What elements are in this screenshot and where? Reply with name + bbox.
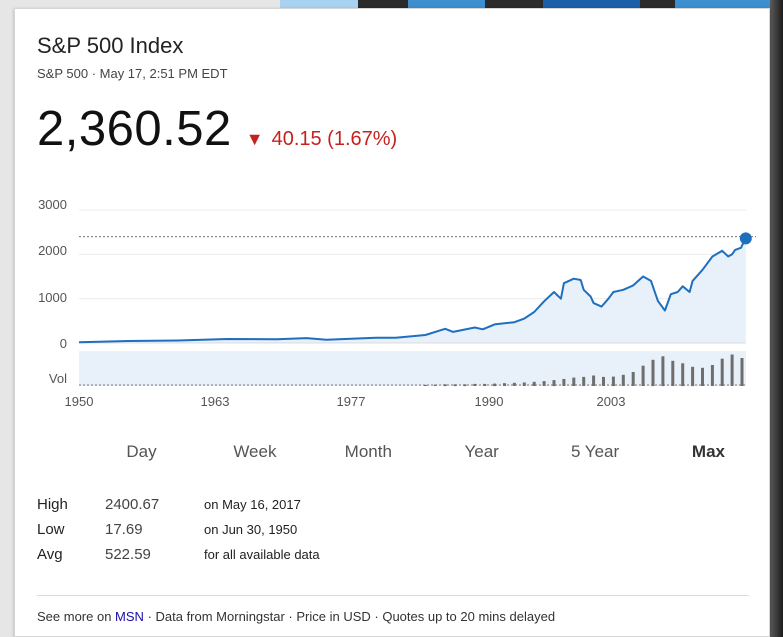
stat-value: 17.69	[105, 521, 143, 538]
y-tick-label: 0	[59, 336, 67, 351]
volume-label: Vol	[48, 371, 67, 386]
stat-row-low: Low 17.69 on Jun 30, 1950	[37, 521, 320, 546]
volume-bar	[740, 358, 744, 386]
y-tick-label: 1000	[38, 290, 67, 305]
price-area	[79, 238, 746, 343]
volume-bar	[661, 356, 665, 387]
price-change: ▼ 40.15 (1.67%)	[246, 128, 397, 151]
volume-bar	[453, 384, 457, 387]
range-day-tab[interactable]: Day	[126, 442, 157, 461]
volume-bar	[641, 365, 645, 386]
volume-bar	[621, 374, 625, 386]
volume-bar	[532, 381, 536, 386]
stat-value: 522.59	[105, 546, 151, 563]
stat-label: Low	[37, 521, 65, 538]
volume-bar	[651, 359, 655, 387]
x-tick-label: 1977	[336, 394, 366, 409]
stat-row-high: High 2400.67 on May 16, 2017	[37, 496, 320, 521]
range-max-tab[interactable]: Max	[691, 442, 725, 461]
volume-bar	[720, 358, 724, 386]
volume-bar	[493, 383, 497, 387]
footer: See more on MSN · Data from Morningstar …	[37, 609, 555, 624]
volume-bar	[602, 376, 605, 386]
stat-note: on May 16, 2017	[204, 497, 301, 512]
stats-table: High 2400.67 on May 16, 2017 Low 17.69 o…	[37, 496, 320, 571]
price-row: 2,360.52 ▼ 40.15 (1.67%)	[37, 101, 397, 157]
volume-bar	[691, 366, 695, 387]
price-chart[interactable]: 3000 2000 1000 0 Vol 1950 1963 1977 1990…	[15, 187, 771, 417]
volume-bar	[592, 375, 596, 386]
volume-bar	[572, 377, 576, 386]
range-month-tab[interactable]: Month	[344, 442, 392, 461]
change-value: 40.15 (1.67%)	[271, 128, 398, 150]
volume-bar	[552, 380, 556, 387]
volume-bar	[483, 383, 487, 386]
stat-label: Avg	[37, 546, 63, 563]
volume-bar	[423, 384, 427, 386]
volume-bar	[730, 354, 734, 386]
volume-bar	[631, 372, 635, 386]
top-decoration	[0, 0, 783, 14]
stat-note: on Jun 30, 1950	[204, 522, 298, 537]
footer-prefix: See more on	[37, 609, 116, 624]
chart-svg[interactable]	[15, 187, 771, 417]
volume-bar	[611, 376, 615, 387]
volume-bar	[582, 376, 586, 386]
volume-band	[79, 351, 746, 386]
volume-bar	[443, 384, 447, 387]
y-tick-label: 3000	[38, 197, 67, 212]
quote-subtitle: S&P 500 · May 17, 2:51 PM EDT	[37, 66, 228, 81]
volume-bar	[681, 363, 685, 387]
stat-label: High	[37, 496, 68, 513]
volume-bar	[512, 382, 516, 386]
range-5-year-tab[interactable]: 5 Year	[570, 442, 620, 461]
range-year-tab[interactable]: Year	[464, 442, 499, 461]
current-price-dot	[739, 232, 752, 245]
stat-note: for all available data	[204, 547, 320, 562]
volume-bar	[463, 384, 467, 387]
volume-bar	[671, 360, 675, 386]
price-line	[78, 237, 747, 344]
x-tick-label: 1950	[64, 394, 94, 409]
volume-bar	[542, 381, 546, 386]
x-tick-label: 1990	[474, 394, 504, 409]
stat-row-avg: Avg 522.59 for all available data	[37, 546, 320, 571]
msn-link[interactable]: MSN	[115, 609, 144, 624]
y-tick-label: 2000	[38, 243, 67, 258]
stock-card: S&P 500 Index S&P 500 · May 17, 2:51 PM …	[14, 8, 770, 637]
x-tick-label: 1963	[200, 394, 230, 409]
down-arrow-icon: ▼	[245, 129, 264, 149]
volume-bar	[562, 379, 566, 386]
volume-bar	[503, 383, 506, 386]
footer-divider	[37, 595, 749, 596]
right-edge-shadow	[770, 0, 783, 637]
footer-suffix: · Data from Morningstar · Price in USD ·…	[147, 609, 556, 624]
current-price: 2,360.52	[37, 102, 232, 156]
x-tick-label: 2003	[596, 394, 626, 409]
volume-bar	[710, 365, 714, 386]
volume-bar	[473, 383, 477, 386]
volume-bar	[701, 367, 704, 386]
range-selector: Day Week Month Year 5 Year Max	[85, 437, 765, 467]
volume-bar	[522, 382, 526, 386]
index-title: S&P 500 Index	[37, 33, 184, 58]
volume-bar	[433, 384, 437, 386]
stat-value: 2400.67	[105, 496, 160, 513]
range-week-tab[interactable]: Week	[233, 442, 277, 461]
